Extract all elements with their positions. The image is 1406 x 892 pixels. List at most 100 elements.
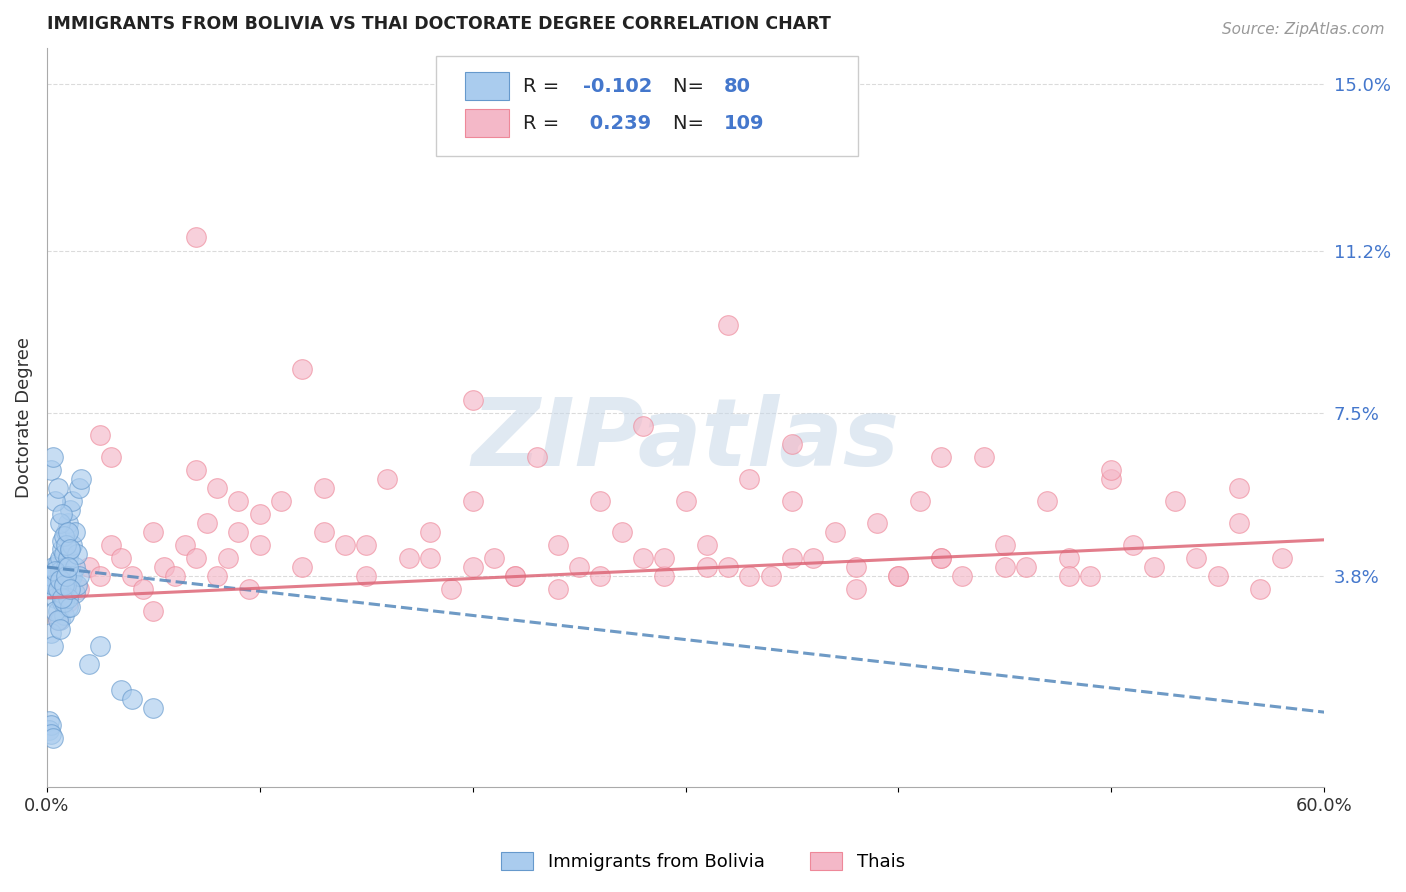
Point (994, 538, 1017, 552)
Point (66, 577, 89, 591)
Point (291, 560, 314, 574)
Text: IMMIGRANTS FROM BOLIVIA VS THAI DOCTORATE DEGREE CORRELATION CHART: IMMIGRANTS FROM BOLIVIA VS THAI DOCTORAT… (46, 15, 831, 33)
Point (48, 613, 70, 627)
FancyBboxPatch shape (436, 56, 858, 155)
Point (174, 538, 197, 552)
Point (48, 551, 70, 566)
Point (866, 516, 889, 530)
Point (652, 551, 675, 566)
Point (1185, 551, 1208, 566)
Point (67, 569, 90, 583)
Point (52, 529, 75, 543)
Point (503, 569, 526, 583)
Point (824, 524, 846, 539)
Point (52, 569, 75, 583)
Point (55, 582, 77, 596)
Point (1249, 582, 1271, 596)
Point (51, 591, 73, 605)
Point (110, 683, 132, 698)
Point (55, 560, 77, 574)
Point (56, 595, 79, 609)
Point (44, 604, 66, 618)
Point (908, 494, 931, 508)
Point (631, 551, 654, 566)
Point (70, 472, 93, 486)
Point (1036, 494, 1059, 508)
Point (228, 524, 250, 539)
Point (44, 591, 66, 605)
Point (419, 551, 441, 566)
Point (100, 538, 122, 552)
Point (1227, 516, 1250, 530)
Point (759, 569, 782, 583)
Point (67, 582, 90, 596)
Point (52, 577, 75, 591)
Point (589, 494, 612, 508)
Point (887, 569, 910, 583)
Point (59, 599, 82, 614)
Point (461, 494, 484, 508)
Point (48, 622, 70, 636)
Point (547, 582, 569, 596)
Point (312, 481, 335, 495)
Point (333, 538, 356, 552)
Text: 0.239: 0.239 (583, 113, 651, 133)
Point (62, 569, 84, 583)
Point (717, 318, 740, 333)
Point (184, 551, 207, 566)
Point (547, 538, 569, 552)
Point (52, 591, 75, 605)
Point (238, 582, 260, 596)
Point (51, 595, 73, 609)
Point (46, 481, 69, 495)
Text: R =: R = (523, 113, 565, 133)
Point (51, 569, 73, 583)
Point (738, 472, 761, 486)
Text: N=: N= (672, 77, 710, 95)
Point (56, 560, 79, 574)
Point (42, 560, 65, 574)
Point (610, 524, 633, 539)
Point (270, 494, 292, 508)
Point (56, 524, 79, 539)
Point (63, 524, 86, 539)
Point (52, 595, 75, 609)
Point (354, 538, 377, 552)
Point (46, 556, 69, 570)
Point (153, 560, 176, 574)
Point (398, 551, 420, 566)
Point (1227, 481, 1250, 495)
Point (39, 727, 62, 741)
Point (195, 516, 218, 530)
Point (780, 437, 803, 451)
Text: 109: 109 (724, 113, 765, 133)
Point (184, 463, 207, 477)
Point (526, 450, 548, 465)
Point (46, 613, 69, 627)
Point (38, 723, 60, 737)
Point (39, 626, 62, 640)
Point (59, 582, 82, 596)
Point (48, 516, 70, 530)
Point (39, 718, 62, 732)
Point (1143, 560, 1166, 574)
Point (56, 551, 79, 566)
Point (312, 524, 335, 539)
Point (461, 560, 484, 574)
Point (121, 692, 143, 706)
Point (973, 450, 995, 465)
Point (354, 569, 377, 583)
Point (780, 551, 803, 566)
Text: ZIPatlas: ZIPatlas (471, 393, 900, 486)
Point (228, 494, 250, 508)
Point (51, 508, 73, 522)
Point (44, 494, 66, 508)
Y-axis label: Doctorate Degree: Doctorate Degree (15, 337, 32, 498)
Point (56, 599, 79, 614)
Point (55, 577, 77, 591)
Bar (464, 109, 509, 137)
Legend: Immigrants from Bolivia, Thais: Immigrants from Bolivia, Thais (494, 845, 912, 879)
Point (184, 230, 207, 244)
Point (1057, 569, 1080, 583)
Point (929, 551, 952, 566)
